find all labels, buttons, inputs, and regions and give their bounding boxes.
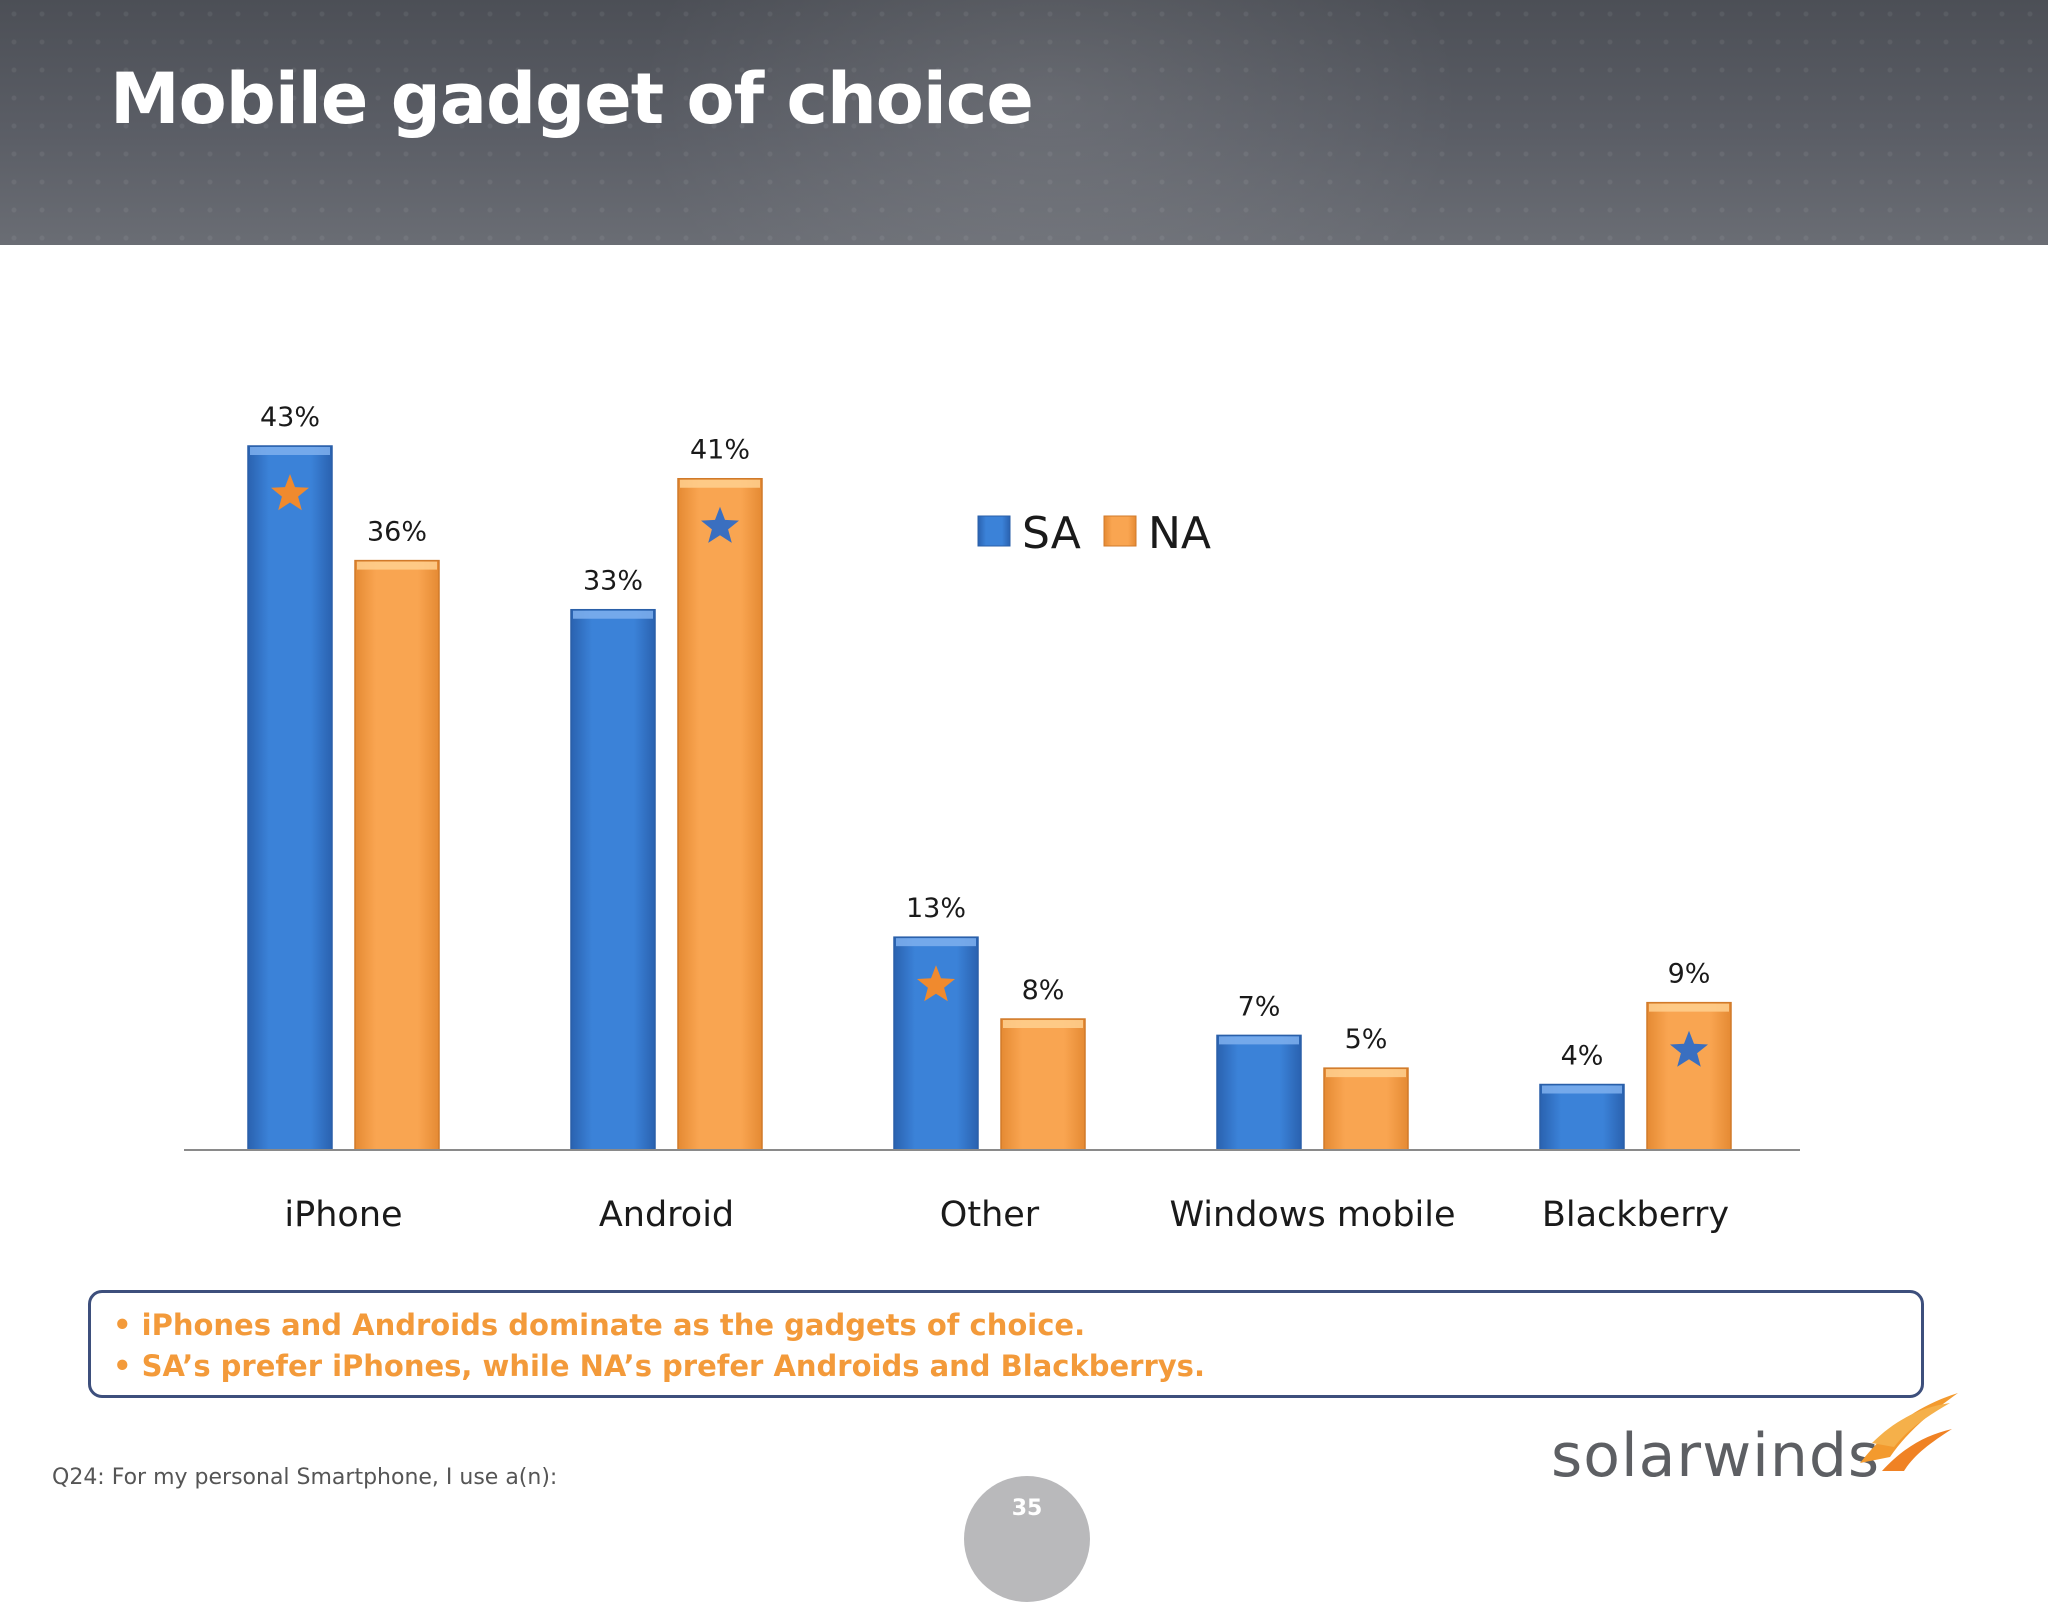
bar-sa (1216, 1034, 1302, 1151)
page-title: Mobile gadget of choice (110, 58, 1034, 140)
bar-cap-na (1326, 1069, 1406, 1078)
bar-sa (1539, 1083, 1625, 1151)
bar-na (1646, 1001, 1732, 1151)
summary-bullet: • iPhones and Androids dominate as the g… (113, 1308, 1086, 1342)
star-icon (701, 506, 739, 543)
star-icon (917, 965, 955, 1002)
bar-cap-sa (250, 447, 330, 455)
bar-cap-sa (573, 610, 653, 619)
flame-logo-icon (1860, 1393, 1958, 1471)
data-label-na: 8% (1022, 975, 1065, 1006)
page-number: 35 (1011, 1496, 1043, 1521)
bar-na (1323, 1067, 1409, 1151)
data-label-na: 41% (690, 435, 750, 466)
data-label-na: 36% (367, 517, 427, 548)
bar-cap-na (1649, 1003, 1729, 1012)
data-label-sa: 33% (583, 566, 643, 597)
solarwinds-logo: solarwinds (1545, 1385, 1965, 1495)
x-tick-label: Blackberry (1542, 1195, 1729, 1235)
bar-na (1000, 1018, 1086, 1151)
x-tick-label: Android (599, 1195, 734, 1235)
bar-cap-na (680, 479, 760, 488)
data-label-sa: 43% (260, 402, 320, 433)
title-banner: Mobile gadget of choice (0, 0, 2048, 245)
bar-na (354, 559, 440, 1151)
legend-label-sa: SA (1022, 508, 1081, 559)
page-number-badge: 35 (964, 1476, 1090, 1602)
data-label-sa: 4% (1561, 1041, 1604, 1072)
bar-cap-sa (896, 938, 976, 947)
bar-na (677, 477, 763, 1151)
x-tick-label: Other (940, 1195, 1040, 1235)
legend: SA NA (977, 508, 1211, 559)
bar-cap-sa (1219, 1036, 1299, 1045)
data-label-sa: 7% (1238, 991, 1281, 1022)
legend-label-na: NA (1148, 508, 1211, 559)
legend-swatch-sa (977, 515, 1011, 547)
data-label-sa: 13% (906, 893, 966, 924)
legend-swatch-na (1103, 515, 1137, 547)
bar-sa (247, 445, 333, 1151)
bar-cap-sa (1542, 1085, 1622, 1094)
bar-chart: 43% 36% iPhone 33% 41% Android 13% 8% Other 7% 5% W… (184, 402, 1800, 1235)
bar-cap-na (1003, 1020, 1083, 1029)
x-tick-label: Windows mobile (1169, 1195, 1455, 1235)
summary-bullet: • SA’s prefer iPhones, while NA’s prefer… (113, 1349, 1205, 1383)
star-icon (1670, 1030, 1708, 1067)
question-footnote: Q24: For my personal Smartphone, I use a… (52, 1465, 558, 1490)
bar-cap-na (357, 561, 437, 570)
summary-box: • iPhones and Androids dominate as the g… (88, 1290, 1924, 1398)
star-icon (271, 474, 309, 511)
banner-highlight (600, 0, 1500, 245)
bar-sa (570, 608, 656, 1151)
logo-wordmark: solarwinds (1551, 1421, 1881, 1491)
data-label-na: 5% (1345, 1024, 1388, 1055)
banner-pattern (0, 0, 2048, 245)
x-tick-label: iPhone (284, 1195, 402, 1235)
data-label-na: 9% (1668, 959, 1711, 990)
